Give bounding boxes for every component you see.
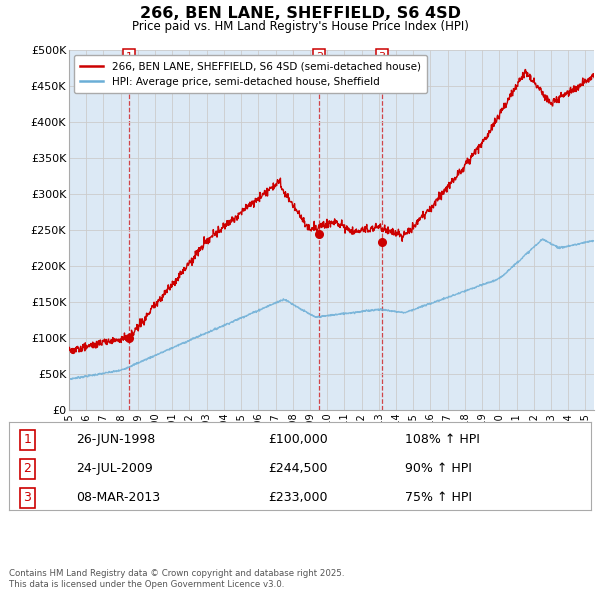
Text: 266, BEN LANE, SHEFFIELD, S6 4SD: 266, BEN LANE, SHEFFIELD, S6 4SD (139, 6, 461, 21)
Text: 3: 3 (23, 491, 31, 504)
Text: 3: 3 (379, 51, 385, 61)
Text: 1: 1 (125, 51, 133, 61)
Text: 2: 2 (316, 51, 323, 61)
Text: 75% ↑ HPI: 75% ↑ HPI (405, 491, 472, 504)
Text: £233,000: £233,000 (268, 491, 328, 504)
Text: Price paid vs. HM Land Registry's House Price Index (HPI): Price paid vs. HM Land Registry's House … (131, 20, 469, 33)
Text: 24-JUL-2009: 24-JUL-2009 (76, 462, 152, 476)
Text: 108% ↑ HPI: 108% ↑ HPI (405, 433, 479, 446)
Text: 1: 1 (23, 433, 31, 446)
Text: 90% ↑ HPI: 90% ↑ HPI (405, 462, 472, 476)
Text: £244,500: £244,500 (268, 462, 328, 476)
Text: 26-JUN-1998: 26-JUN-1998 (76, 433, 155, 446)
Text: 2: 2 (23, 462, 31, 476)
Text: £100,000: £100,000 (268, 433, 328, 446)
Legend: 266, BEN LANE, SHEFFIELD, S6 4SD (semi-detached house), HPI: Average price, semi: 266, BEN LANE, SHEFFIELD, S6 4SD (semi-d… (74, 55, 427, 93)
Text: 08-MAR-2013: 08-MAR-2013 (76, 491, 160, 504)
Text: Contains HM Land Registry data © Crown copyright and database right 2025.
This d: Contains HM Land Registry data © Crown c… (9, 569, 344, 589)
